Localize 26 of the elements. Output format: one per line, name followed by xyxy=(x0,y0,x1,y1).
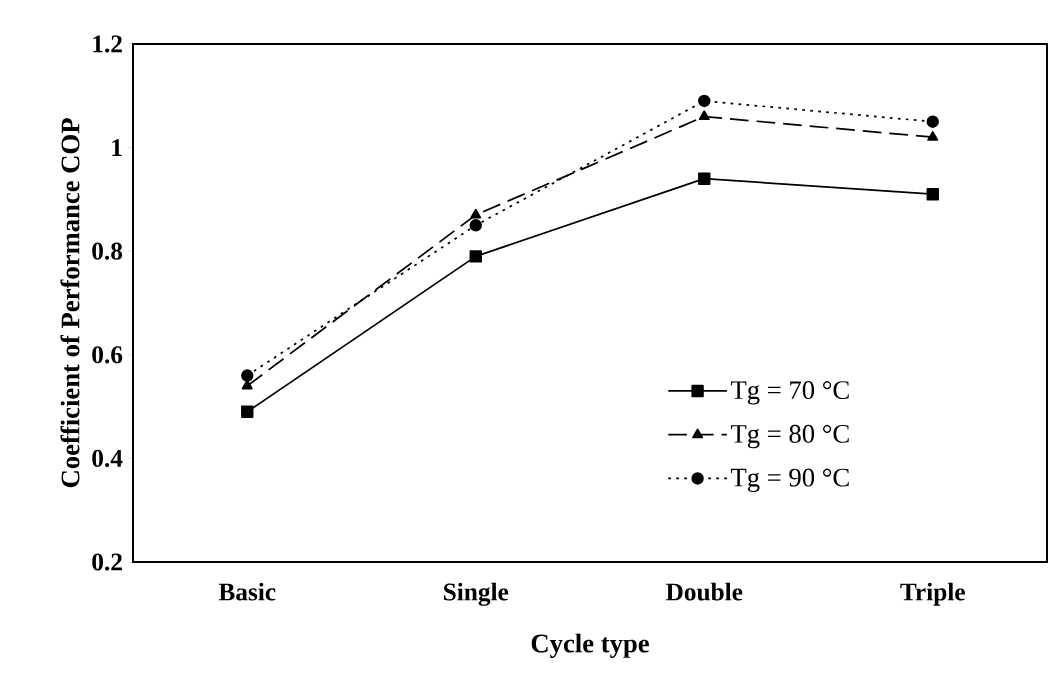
point xyxy=(927,131,939,141)
x-tick-label: Triple xyxy=(900,582,965,606)
y-tick-label: 0.4 xyxy=(92,449,123,467)
x-axis-title: Cycle type xyxy=(531,633,649,658)
point xyxy=(698,94,711,108)
x-tick-label: Basic xyxy=(218,582,276,601)
point xyxy=(698,110,710,121)
x-tick-label: Double xyxy=(665,582,743,601)
legend-label: Tg = 70 °C xyxy=(730,381,849,405)
y-axis-title: Coefficient of Performance COP xyxy=(60,118,80,488)
point xyxy=(241,405,254,418)
point xyxy=(470,208,482,219)
point xyxy=(926,115,939,128)
point xyxy=(241,369,254,382)
point xyxy=(469,219,482,232)
y-tick-label: 0.2 xyxy=(92,553,122,571)
point xyxy=(926,188,939,201)
legend-label: Tg = 90 °C xyxy=(730,468,849,493)
legend-label: Tg = 80 °C xyxy=(730,424,849,449)
point xyxy=(469,250,482,263)
point xyxy=(698,172,711,185)
y-tick-label: 1 xyxy=(112,139,122,156)
y-tick-label: 0.6 xyxy=(92,346,123,364)
y-tick-label: 1.2 xyxy=(93,35,122,53)
x-tick-label: Single xyxy=(444,582,509,606)
y-tick-label: 0.8 xyxy=(92,242,123,260)
